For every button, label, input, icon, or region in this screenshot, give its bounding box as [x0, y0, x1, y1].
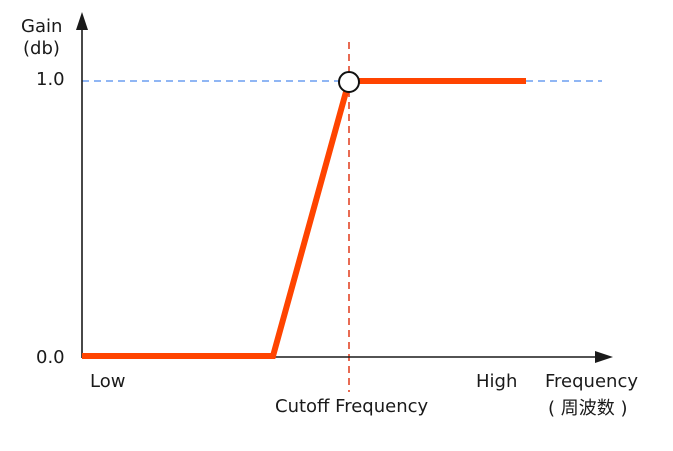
y-tick-top: 1.0 — [36, 69, 65, 90]
filter-response-line — [82, 78, 526, 359]
x-low-label: Low — [90, 371, 126, 392]
y-tick-bottom: 0.0 — [36, 347, 65, 368]
x-axis-label-line2: ( 周波数 ) — [548, 398, 628, 419]
y-axis-arrowhead — [76, 12, 88, 30]
x-high-label: High — [476, 371, 518, 392]
x-axis-label-line1: Frequency — [545, 371, 638, 392]
x-axis-arrowhead — [595, 351, 613, 363]
cutoff-point-marker — [338, 71, 360, 93]
y-axis-label-line2: (db) — [23, 38, 60, 59]
y-axis-label-line1: Gain — [21, 16, 63, 37]
cutoff-label: Cutoff Frequency — [275, 396, 429, 417]
